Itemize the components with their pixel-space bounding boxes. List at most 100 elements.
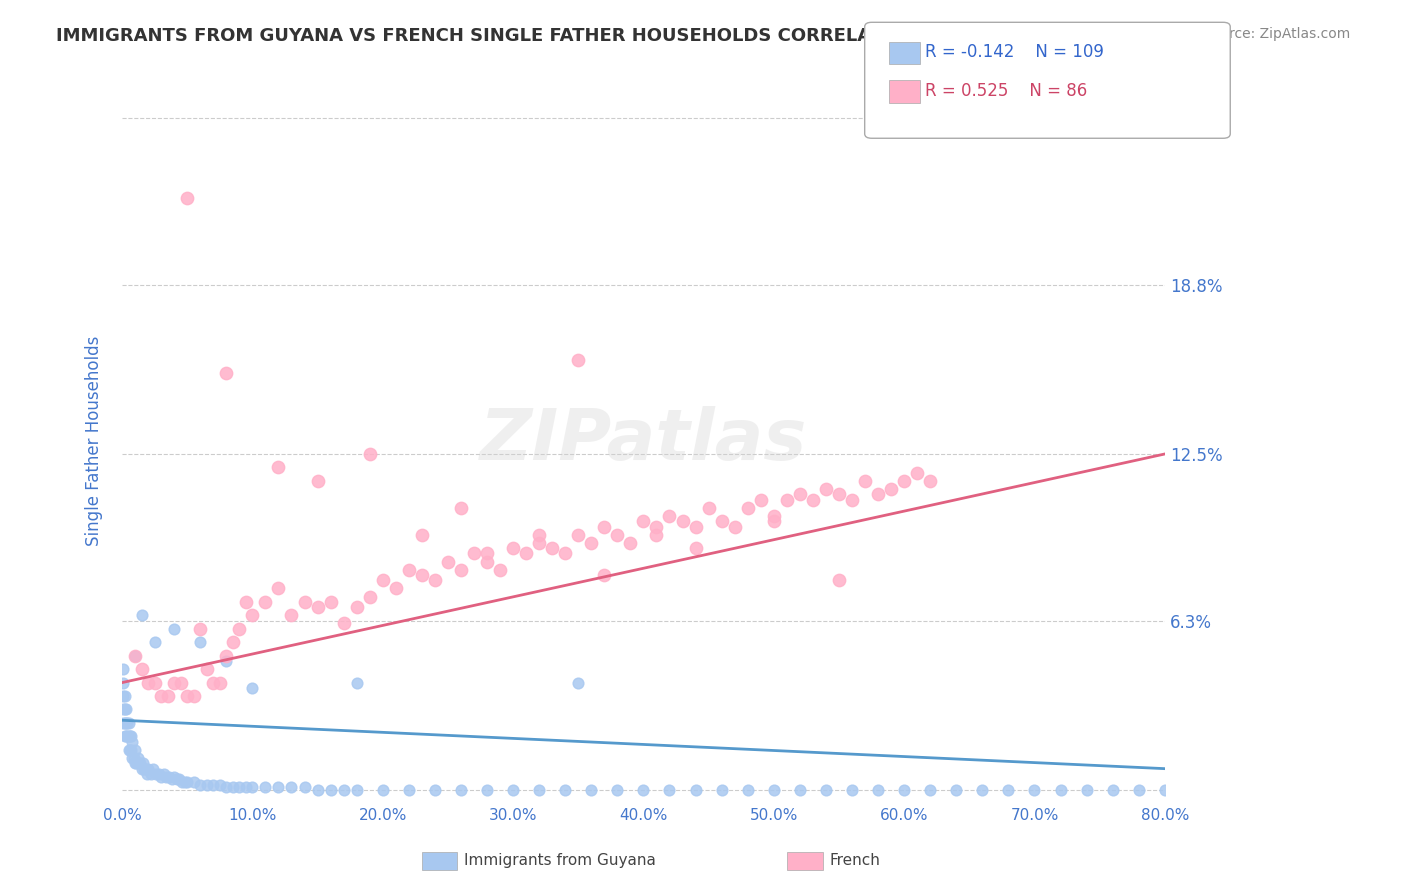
Point: [346, 600, 368, 615]
Point: [235, 780, 257, 795]
Point: [176, 191, 198, 205]
Point: [828, 574, 851, 588]
Point: [112, 689, 135, 703]
Point: [188, 635, 211, 649]
Point: [423, 783, 446, 797]
Point: [502, 541, 524, 555]
Point: [411, 527, 433, 541]
Point: [215, 648, 238, 663]
Point: [131, 762, 153, 776]
Point: [208, 778, 231, 792]
Point: [554, 547, 576, 561]
Point: [475, 547, 498, 561]
Point: [267, 582, 290, 596]
Point: [117, 715, 139, 730]
Point: [163, 622, 186, 636]
Point: [242, 681, 264, 695]
Point: [319, 595, 342, 609]
Point: [112, 662, 135, 676]
Point: [118, 730, 141, 744]
Text: R = 0.525    N = 86: R = 0.525 N = 86: [925, 82, 1087, 100]
Point: [150, 770, 173, 784]
Point: [157, 770, 180, 784]
Point: [762, 783, 785, 797]
Point: [359, 590, 381, 604]
Point: [1076, 783, 1098, 797]
Point: [346, 675, 368, 690]
Point: [710, 514, 733, 528]
Point: [489, 563, 512, 577]
Point: [658, 508, 681, 523]
Point: [581, 783, 603, 797]
Point: [527, 783, 550, 797]
Point: [118, 743, 141, 757]
Point: [170, 775, 193, 789]
Point: [280, 608, 302, 623]
Point: [737, 500, 759, 515]
Point: [880, 482, 903, 496]
Point: [294, 780, 316, 795]
Point: [319, 783, 342, 797]
Point: [267, 780, 290, 795]
Point: [841, 783, 863, 797]
Point: [134, 762, 156, 776]
Point: [112, 675, 135, 690]
Point: [114, 715, 136, 730]
Point: [202, 778, 225, 792]
Point: [776, 492, 799, 507]
Point: [135, 767, 157, 781]
Point: [176, 689, 198, 703]
Point: [893, 474, 915, 488]
Point: [972, 783, 994, 797]
Point: [619, 535, 641, 549]
Point: [127, 751, 149, 765]
Point: [235, 595, 257, 609]
Point: [1049, 783, 1071, 797]
Point: [685, 783, 707, 797]
Point: [475, 783, 498, 797]
Point: [124, 648, 146, 663]
Point: [437, 555, 460, 569]
Point: [152, 767, 174, 781]
Point: [267, 460, 290, 475]
Point: [139, 767, 162, 781]
Point: [332, 783, 354, 797]
Point: [132, 756, 155, 771]
Point: [527, 535, 550, 549]
Point: [463, 547, 485, 561]
Point: [143, 635, 166, 649]
Point: [346, 783, 368, 797]
Point: [188, 778, 211, 792]
Point: [920, 474, 942, 488]
Point: [645, 527, 668, 541]
Point: [173, 775, 195, 789]
Point: [148, 767, 170, 781]
Text: French: French: [830, 854, 880, 868]
Point: [183, 775, 205, 789]
Point: [1101, 783, 1123, 797]
Point: [828, 487, 851, 501]
Point: [371, 783, 394, 797]
Point: [450, 783, 472, 797]
Point: [195, 778, 218, 792]
Point: [866, 487, 889, 501]
Point: [697, 500, 720, 515]
Point: [762, 514, 785, 528]
Point: [633, 514, 655, 528]
Point: [222, 780, 245, 795]
Point: [114, 730, 136, 744]
Point: [150, 689, 173, 703]
Point: [371, 574, 394, 588]
Point: [307, 600, 329, 615]
Point: [1024, 783, 1046, 797]
Point: [527, 527, 550, 541]
Point: [450, 563, 472, 577]
Point: [567, 527, 589, 541]
Point: [866, 783, 889, 797]
Point: [117, 730, 139, 744]
Point: [208, 675, 231, 690]
Point: [142, 762, 165, 776]
Point: [554, 783, 576, 797]
Point: [606, 527, 628, 541]
Point: [893, 783, 915, 797]
